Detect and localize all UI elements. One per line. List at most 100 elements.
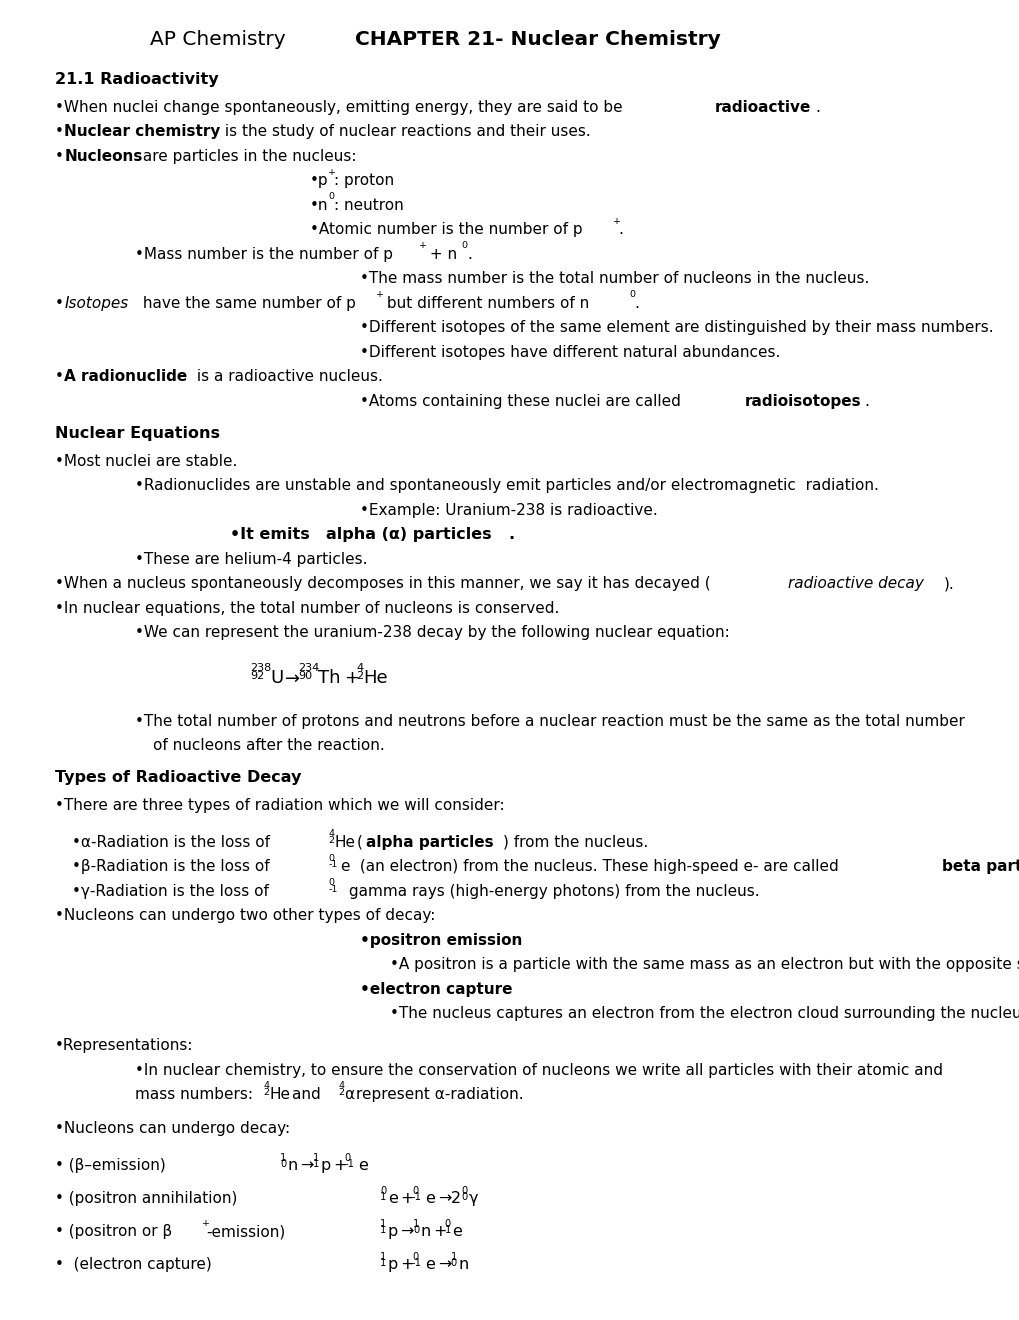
Text: 0: 0 — [461, 242, 467, 249]
Text: +: + — [419, 242, 427, 249]
Text: A radionuclide: A radionuclide — [64, 370, 187, 384]
Text: +: + — [343, 669, 359, 688]
Text: Isotopes: Isotopes — [64, 296, 128, 310]
Text: →: → — [399, 1225, 414, 1239]
Text: .: . — [618, 222, 623, 238]
Text: -1: -1 — [328, 884, 337, 894]
Text: •A positron is a particle with the same mass as an electron but with the opposit: •A positron is a particle with the same … — [389, 957, 1019, 973]
Text: •p: •p — [310, 173, 328, 189]
Text: -1: -1 — [344, 1159, 355, 1170]
Text: .: . — [863, 393, 868, 409]
Text: 1: 1 — [313, 1152, 319, 1163]
Text: 2: 2 — [450, 1191, 461, 1206]
Text: •It emits: •It emits — [229, 528, 315, 543]
Text: 4: 4 — [263, 1081, 269, 1090]
Text: : proton: : proton — [333, 173, 393, 189]
Text: p: p — [387, 1258, 397, 1272]
Text: AP Chemistry: AP Chemistry — [150, 30, 285, 49]
Text: •The total number of protons and neutrons before a nuclear reaction must be the : •The total number of protons and neutron… — [135, 714, 964, 729]
Text: but different numbers of n: but different numbers of n — [381, 296, 588, 310]
Text: e: e — [425, 1258, 435, 1272]
Text: 0: 0 — [461, 1185, 467, 1196]
Text: 1: 1 — [280, 1152, 286, 1163]
Text: (an electron) from the nucleus. These high-speed e- are called: (an electron) from the nucleus. These hi… — [355, 859, 843, 874]
Text: radioactive decay: radioactive decay — [788, 577, 923, 591]
Text: →: → — [300, 1158, 314, 1173]
Text: is a radioactive nucleus.: is a radioactive nucleus. — [193, 370, 383, 384]
Text: 0: 0 — [328, 191, 334, 201]
Text: e: e — [425, 1191, 435, 1206]
Text: .: . — [815, 100, 820, 115]
Text: 0: 0 — [444, 1218, 450, 1229]
Text: .: . — [634, 296, 639, 310]
Text: →: → — [437, 1191, 451, 1206]
Text: +: + — [202, 1218, 210, 1228]
Text: (: ( — [357, 834, 362, 850]
Text: mass numbers:: mass numbers: — [135, 1088, 258, 1102]
Text: -emission): -emission) — [207, 1225, 285, 1239]
Text: •: • — [55, 296, 64, 310]
Text: •: • — [55, 149, 64, 164]
Text: •Example: Uranium-238 is radioactive.: •Example: Uranium-238 is radioactive. — [360, 503, 657, 517]
Text: e: e — [387, 1191, 397, 1206]
Text: 1: 1 — [380, 1258, 386, 1269]
Text: 2: 2 — [263, 1088, 269, 1097]
Text: +: + — [399, 1191, 414, 1206]
Text: •Different isotopes of the same element are distinguished by their mass numbers.: •Different isotopes of the same element … — [360, 321, 993, 335]
Text: •Representations:: •Representations: — [55, 1038, 194, 1053]
Text: 4: 4 — [338, 1081, 343, 1090]
Text: U: U — [270, 669, 283, 688]
Text: 0: 0 — [412, 1185, 418, 1196]
Text: •electron capture: •electron capture — [360, 982, 512, 997]
Text: -1: -1 — [328, 861, 337, 870]
Text: +: + — [399, 1258, 414, 1272]
Text: n: n — [287, 1158, 298, 1173]
Text: are particles in the nucleus:: are particles in the nucleus: — [138, 149, 356, 164]
Text: +: + — [611, 216, 620, 226]
Text: and: and — [292, 1088, 330, 1102]
Text: 238: 238 — [250, 663, 271, 673]
Text: He: He — [334, 834, 355, 850]
Text: α: α — [343, 1088, 354, 1102]
Text: +: + — [433, 1225, 446, 1239]
Text: -1: -1 — [412, 1258, 422, 1269]
Text: 92: 92 — [250, 671, 264, 681]
Text: 1: 1 — [380, 1251, 386, 1262]
Text: radioisotopes: radioisotopes — [744, 393, 861, 409]
Text: radioactive: radioactive — [714, 100, 810, 115]
Text: have the same number of p: have the same number of p — [138, 296, 355, 310]
Text: •n: •n — [310, 198, 328, 213]
Text: 0: 0 — [450, 1258, 457, 1269]
Text: •: • — [55, 370, 64, 384]
Text: •β-Radiation is the loss of: •β-Radiation is the loss of — [72, 859, 274, 874]
Text: 2: 2 — [356, 671, 363, 681]
Text: ) from the nucleus.: ) from the nucleus. — [502, 834, 648, 850]
Text: 0: 0 — [344, 1152, 351, 1163]
Text: •When nuclei change spontaneously, emitting energy, they are said to be: •When nuclei change spontaneously, emitt… — [55, 100, 627, 115]
Text: e: e — [339, 859, 350, 874]
Text: →: → — [437, 1258, 451, 1272]
Text: •In nuclear chemistry, to ensure the conservation of nucleons we write all parti: •In nuclear chemistry, to ensure the con… — [135, 1063, 943, 1077]
Text: +: + — [375, 290, 383, 300]
Text: 0: 0 — [629, 290, 635, 300]
Text: 1: 1 — [380, 1225, 386, 1236]
Text: •γ-Radiation is the loss of: •γ-Radiation is the loss of — [72, 884, 273, 899]
Text: •Atomic number is the number of p: •Atomic number is the number of p — [310, 222, 582, 238]
Text: p: p — [387, 1225, 397, 1239]
Text: Types of Radioactive Decay: Types of Radioactive Decay — [55, 770, 301, 785]
Text: +: + — [328, 168, 336, 177]
Text: alpha (α) particles: alpha (α) particles — [325, 528, 491, 543]
Text: .: . — [507, 528, 514, 543]
Text: ).: ). — [944, 577, 954, 591]
Text: 0: 0 — [413, 1225, 419, 1236]
Text: : neutron: : neutron — [333, 198, 404, 213]
Text: .: . — [467, 247, 472, 261]
Text: • (positron or β: • (positron or β — [55, 1225, 172, 1239]
Text: -1: -1 — [412, 1192, 422, 1203]
Text: →: → — [284, 669, 300, 688]
Text: is the study of nuclear reactions and their uses.: is the study of nuclear reactions and th… — [220, 124, 590, 140]
Text: •α-Radiation is the loss of: •α-Radiation is the loss of — [72, 834, 274, 850]
Text: 1: 1 — [313, 1159, 319, 1170]
Text: •The nucleus captures an electron from the electron cloud surrounding the nucleu: •The nucleus captures an electron from t… — [389, 1006, 1019, 1022]
Text: of nucleons after the reaction.: of nucleons after the reaction. — [153, 738, 384, 752]
